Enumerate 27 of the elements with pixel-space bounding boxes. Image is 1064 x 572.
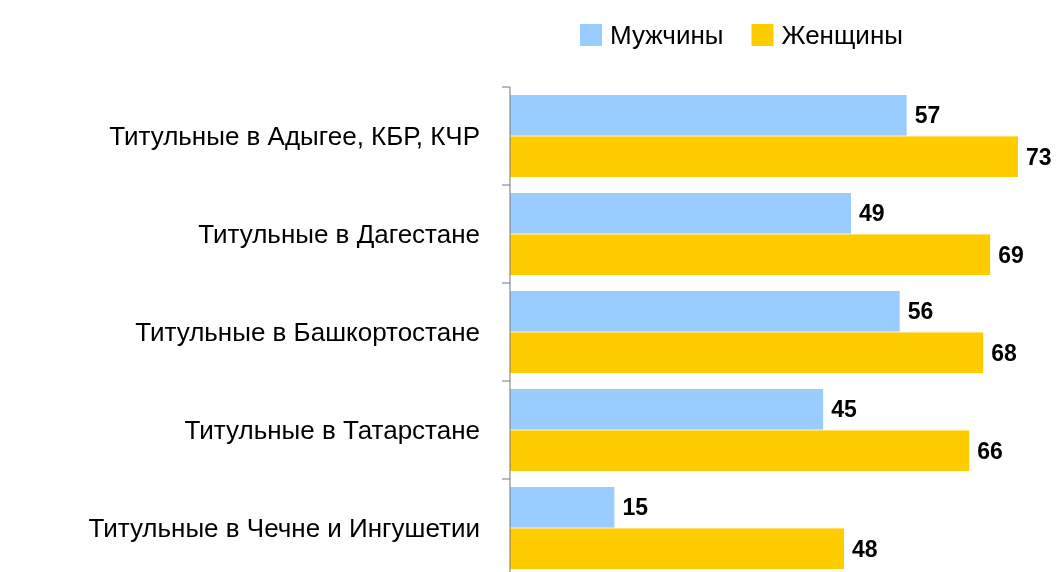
bar xyxy=(510,136,1018,177)
bar xyxy=(510,389,824,430)
data-label: 48 xyxy=(852,535,878,562)
y-tick-label: Титульные в Татарстане xyxy=(184,415,480,446)
data-label: 69 xyxy=(998,241,1024,268)
bar xyxy=(510,291,900,332)
bar xyxy=(510,193,851,234)
bar xyxy=(510,95,907,136)
data-label: 45 xyxy=(831,396,857,423)
bar xyxy=(510,430,970,471)
bar xyxy=(510,528,845,569)
y-tick-label: Титульные в Дагестане xyxy=(198,219,480,250)
legend-label: Мужчины xyxy=(610,20,724,51)
data-label: 68 xyxy=(991,339,1017,366)
bar xyxy=(510,487,615,528)
bar xyxy=(510,332,984,373)
y-tick-label: Титульные в Башкортостане xyxy=(135,317,480,348)
data-label: 66 xyxy=(977,437,1003,464)
data-label: 49 xyxy=(858,200,885,227)
legend-label: Женщины xyxy=(781,20,903,51)
y-tick-label: Титульные в Чечне и Ингушетии xyxy=(88,513,480,544)
data-label: 73 xyxy=(1026,143,1052,170)
data-label: 15 xyxy=(622,494,649,521)
data-label: 57 xyxy=(914,102,941,129)
y-tick-label: Титульные в Адыгее, КБР, КЧР xyxy=(109,121,480,152)
bar xyxy=(510,234,991,275)
data-label: 56 xyxy=(907,298,934,325)
